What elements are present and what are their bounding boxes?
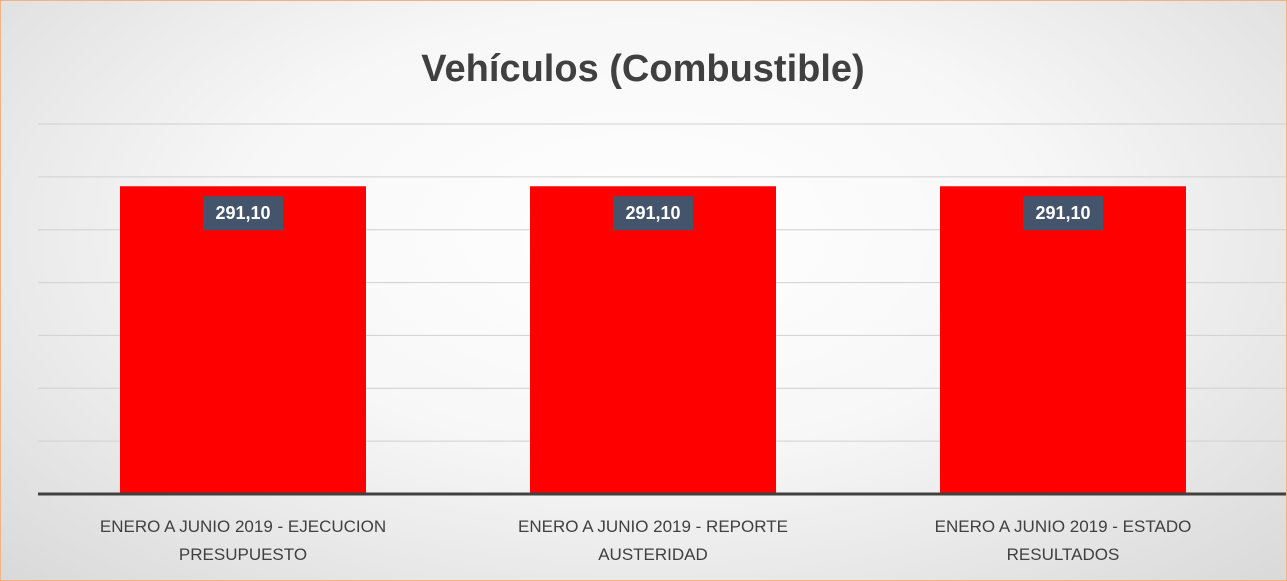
data-label-box xyxy=(613,196,693,231)
x-tick-label: ENERO A JUNIO 2019 - EJECUCION PRESUPUES… xyxy=(99,517,387,564)
bar xyxy=(530,186,776,494)
data-label-box xyxy=(203,196,283,231)
chart-title: Vehículos (Combustible) xyxy=(421,48,864,90)
data-label: 291,10 xyxy=(1035,203,1090,223)
x-tick-label: ENERO A JUNIO 2019 - REPORTE AUSTERIDAD xyxy=(518,517,788,564)
bar xyxy=(940,186,1186,494)
data-label: 291,10 xyxy=(625,203,680,223)
bar xyxy=(120,186,366,494)
x-tick-label: ENERO A JUNIO 2019 - ESTADO RESULTADOS xyxy=(934,517,1192,564)
data-label: 291,10 xyxy=(215,203,270,223)
data-label-box xyxy=(1023,196,1103,231)
